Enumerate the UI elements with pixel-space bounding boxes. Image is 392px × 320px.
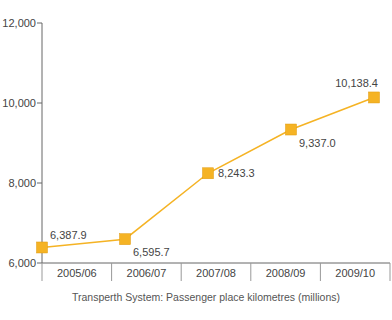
x-tick-label: 2005/06 (57, 267, 97, 279)
y-tick-label: 12,000 (2, 17, 36, 29)
plot-marks (37, 92, 380, 253)
x-band-separator (250, 263, 251, 281)
x-tick-label: 2006/07 (127, 267, 167, 279)
x-band-separator (390, 263, 391, 281)
y-tick (37, 23, 42, 24)
x-tick-label: 2007/08 (196, 267, 236, 279)
marker (37, 242, 48, 253)
x-band-separator (111, 263, 112, 281)
x-axis (42, 263, 390, 264)
x-tick-label: 2009/10 (335, 267, 375, 279)
data-label: 6,595.7 (133, 246, 170, 258)
chart-root: 6,000 8,000 10,000 12,000 2005/06 2006/07 2007… (0, 0, 392, 320)
y-tick (37, 183, 42, 184)
x-band-separator (320, 263, 321, 281)
chart-title: Transperth System: Passenger place kilom… (72, 291, 340, 303)
data-label: 9,337.0 (299, 137, 336, 149)
data-label: 10,138.4 (335, 77, 378, 89)
y-axis (42, 23, 43, 263)
y-tick-label: 10,000 (2, 97, 36, 109)
series-line (42, 97, 374, 247)
marker (369, 92, 380, 103)
marker (203, 168, 214, 179)
y-tick-label: 8,000 (8, 177, 36, 189)
marker (286, 124, 297, 135)
y-tick-label: 6,000 (8, 257, 36, 269)
chart: 6,000 8,000 10,000 12,000 2005/06 2006/07 2007… (0, 0, 392, 320)
data-label: 6,387.9 (50, 229, 87, 241)
x-tick-label: 2008/09 (266, 267, 306, 279)
marker (120, 234, 131, 245)
x-band-separator (42, 263, 43, 281)
y-tick (37, 263, 42, 264)
data-label: 8,243.3 (218, 167, 255, 179)
y-tick (37, 103, 42, 104)
x-band-separator (181, 263, 182, 281)
